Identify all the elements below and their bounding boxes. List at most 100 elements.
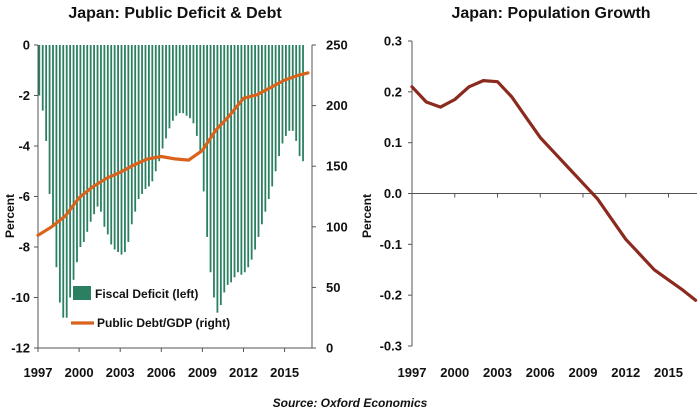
deficit-bar xyxy=(202,45,205,192)
deficit-bar xyxy=(89,45,92,222)
deficit-bar xyxy=(148,45,150,187)
right-y-tick-label: 50 xyxy=(326,280,340,295)
deficit-bar xyxy=(226,45,229,285)
deficit-bar xyxy=(144,45,147,189)
right-chart-x-tick-label: 1997 xyxy=(398,365,427,380)
left-x-tick-label: 2009 xyxy=(188,365,217,380)
source-note: Source: Oxford Economics xyxy=(273,396,428,410)
legend-deficit-label: Fiscal Deficit (left) xyxy=(95,287,198,301)
right-chart-x-tick-label: 2000 xyxy=(440,365,469,380)
right-chart-x-tick-label: 2012 xyxy=(611,365,640,380)
deficit-bar xyxy=(182,45,185,114)
right-chart-title: Japan: Population Growth xyxy=(451,5,650,22)
deficit-bar xyxy=(267,45,270,200)
right-chart-x-tick-label: 2015 xyxy=(654,365,683,380)
deficit-bar xyxy=(288,45,291,131)
deficit-bar xyxy=(278,45,280,157)
deficit-bar xyxy=(93,45,95,215)
left-chart-legend: Fiscal Deficit (left) Public Debt/GDP (ri… xyxy=(71,286,230,330)
left-y-tick-label: -10 xyxy=(11,290,30,305)
deficit-bar xyxy=(41,45,44,111)
deficit-bar xyxy=(141,45,143,194)
right-chart-y-tick-label: 0.3 xyxy=(384,34,402,49)
deficit-bar xyxy=(171,45,174,121)
deficit-bar xyxy=(38,45,41,96)
debt-line-group xyxy=(36,71,310,237)
deficit-bar xyxy=(178,45,181,114)
right-chart-y-tick-label: 0.0 xyxy=(384,186,402,201)
deficit-bar xyxy=(124,45,126,253)
right-y-tick-label: 150 xyxy=(326,159,348,174)
deficit-bar xyxy=(45,45,48,141)
deficit-bar xyxy=(55,45,58,268)
population-line-group xyxy=(410,78,698,302)
deficit-bar xyxy=(72,45,75,280)
deficit-bar xyxy=(65,45,68,318)
deficit-bar xyxy=(175,45,178,116)
deficit-bar xyxy=(189,45,191,119)
left-x-tick-label: 2012 xyxy=(229,365,258,380)
deficit-bar xyxy=(58,45,61,303)
deficit-bar xyxy=(209,45,212,273)
deficit-bar xyxy=(96,45,99,207)
deficit-bar xyxy=(106,45,109,235)
deficit-bar xyxy=(230,45,232,283)
deficit-bar xyxy=(302,45,304,162)
right-y-tick-label: 200 xyxy=(326,98,348,113)
debt-gdp-line xyxy=(36,71,310,237)
deficit-bar xyxy=(250,45,253,260)
right-chart-x-tick-label: 2003 xyxy=(483,365,512,380)
deficit-bar xyxy=(291,45,294,131)
deficit-bar xyxy=(127,45,130,242)
deficit-bar xyxy=(113,45,116,250)
deficit-bar xyxy=(154,45,157,172)
deficit-bar xyxy=(79,45,82,247)
legend-debt-label: Public Debt/GDP (right) xyxy=(97,316,230,330)
right-y-tick-label: 100 xyxy=(326,219,348,234)
left-x-tick-label: 2003 xyxy=(106,365,135,380)
deficit-bar xyxy=(223,45,226,293)
left-y-tick-label: -12 xyxy=(11,341,30,356)
deficit-bar xyxy=(103,45,106,227)
deficit-bar xyxy=(295,45,298,141)
deficit-bar xyxy=(264,45,267,212)
deficit-bar xyxy=(48,45,51,194)
deficit-bar xyxy=(120,45,123,255)
deficit-bar xyxy=(237,45,239,273)
deficit-bar xyxy=(110,45,113,245)
deficit-bar xyxy=(213,45,215,298)
deficit-bar xyxy=(151,45,154,182)
deficit-bar xyxy=(168,45,171,129)
right-y-tick-label: 250 xyxy=(326,38,348,53)
deficit-bar xyxy=(285,45,287,136)
deficit-bar xyxy=(233,45,236,278)
right-chart-ylabel: Percent xyxy=(360,194,374,238)
deficit-bar xyxy=(76,45,78,263)
left-y-tick-label: 0 xyxy=(23,38,30,53)
left-x-tick-label: 2006 xyxy=(147,365,176,380)
left-x-tick-label: 2015 xyxy=(270,365,299,380)
deficit-bar xyxy=(261,45,263,225)
deficit-bar xyxy=(185,45,188,116)
deficit-bar xyxy=(271,45,274,187)
left-x-tick-label: 2000 xyxy=(65,365,94,380)
deficit-bar xyxy=(82,45,85,242)
deficit-bar xyxy=(219,45,222,306)
deficit-bar xyxy=(52,45,54,227)
deficit-bar xyxy=(137,45,140,200)
deficit-bar xyxy=(100,45,102,212)
left-y-tick-label: -4 xyxy=(18,139,30,154)
deficit-bar xyxy=(243,45,246,273)
deficit-bar xyxy=(86,45,89,232)
deficit-bar xyxy=(257,45,260,237)
left-y-tick-label: -2 xyxy=(18,88,30,103)
deficit-bar xyxy=(274,45,277,172)
deficit-bar xyxy=(298,45,301,157)
deficit-bar xyxy=(134,45,137,212)
deficit-bar xyxy=(117,45,119,253)
right-chart-axes: 0.3 0.2 0.1 0.0 -0.1 -0.2 -0.3 1997 2000 2003 2006… xyxy=(380,34,697,380)
deficit-bar xyxy=(240,45,243,275)
deficit-bar xyxy=(69,45,72,298)
right-chart-x-tick-label: 2009 xyxy=(569,365,598,380)
deficit-bar xyxy=(165,45,167,139)
